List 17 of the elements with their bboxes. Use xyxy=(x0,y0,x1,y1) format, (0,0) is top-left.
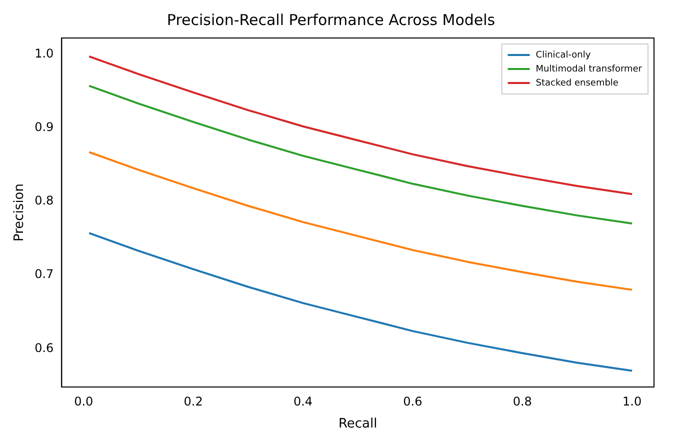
chart-title: Precision-Recall Performance Across Models xyxy=(166,10,496,29)
x-tick-label: 0.2 xyxy=(184,394,203,408)
y-tick-label: 0.6 xyxy=(34,340,54,355)
y-axis-title: Precision xyxy=(12,183,28,242)
y-tick-label: 0.8 xyxy=(34,194,54,208)
y-tick-label: 0.7 xyxy=(34,267,54,282)
x-tick-label: 1.0 xyxy=(622,394,642,408)
x-tick-label: 0.0 xyxy=(74,394,94,408)
x-tick-label: 0.6 xyxy=(403,394,422,408)
legend-label: Clinical-only xyxy=(536,50,592,60)
legend-label: Multimodal transformer xyxy=(536,64,642,74)
y-tick-label: 0.9 xyxy=(34,120,54,134)
legend-label: Stacked ensemble xyxy=(536,78,619,88)
x-tick-label: 0.8 xyxy=(512,394,532,408)
x-axis-title: Recall xyxy=(338,416,378,432)
y-tick-label: 1.0 xyxy=(34,46,54,60)
x-tick-label: 0.4 xyxy=(293,394,313,408)
